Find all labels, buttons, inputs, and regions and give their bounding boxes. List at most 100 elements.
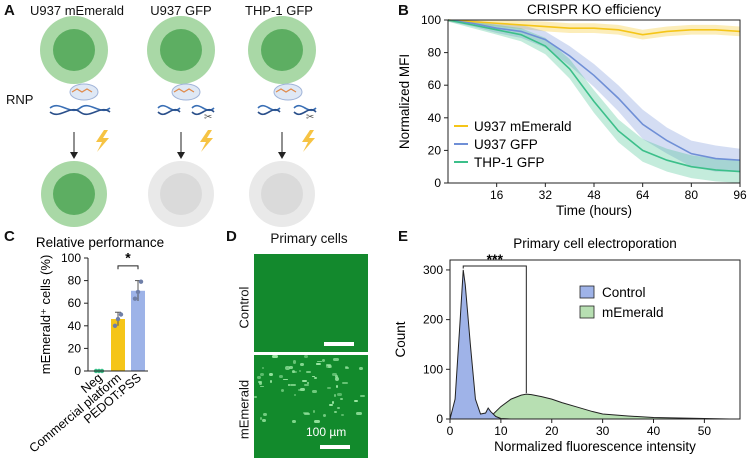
bar-1	[111, 319, 125, 371]
fluorescent-cell-speck	[269, 379, 272, 384]
x-tick-label: 10	[494, 424, 508, 438]
arrow-down-icon-2	[177, 132, 185, 159]
x-tick-label: 48	[587, 188, 601, 202]
fluorescent-cell-speck	[333, 393, 337, 398]
fluorescent-cell-speck	[342, 382, 349, 384]
y-tick-label: 0	[434, 176, 441, 190]
fluorescent-cell-speck	[289, 365, 293, 369]
primary-cell-electroporation-chart: Primary cell electroporation 0 10 20 30 40 50 0…	[393, 236, 741, 454]
panel-b-label: B	[398, 2, 409, 19]
data-point-2-1	[135, 289, 141, 295]
fluorescent-cell-speck	[284, 366, 290, 370]
row-label-control-wrap: Control	[232, 280, 256, 340]
series-line-0	[447, 19, 741, 36]
fluorescent-cell-speck	[283, 378, 289, 381]
density-area-1	[475, 393, 730, 420]
fluorescent-cell-speck	[331, 401, 335, 404]
fluorescent-cell-speck	[305, 370, 312, 374]
legend-label-0: U937 mEmerald	[474, 119, 572, 134]
x-tick-label: 50	[698, 424, 712, 438]
rnp-dna-icon-1	[49, 83, 111, 116]
fluorescent-cell-speck	[331, 373, 337, 376]
x-axis-label: Time (hours)	[556, 203, 632, 218]
fluorescent-cell-speck	[259, 416, 263, 421]
fluorescent-cell-speck	[312, 389, 317, 393]
x-tick-label-1: Commercial platform	[27, 371, 124, 456]
y-axis-label: Normalized MFI	[397, 54, 412, 149]
x-tick-label: 96	[733, 188, 747, 202]
density-area-0	[449, 269, 512, 420]
fluorescent-cell-speck	[303, 383, 309, 386]
x-tick-label: 40	[647, 424, 661, 438]
fluorescent-cell-speck	[327, 365, 331, 369]
cell-bottom-1	[41, 161, 107, 227]
fluorescent-cell-speck	[325, 363, 331, 366]
fluorescent-cell-speck	[257, 380, 262, 383]
crispr-ko-chart: CRISPR KO efficiency 16 32 48 64 80 96 0 20 40 60 8…	[397, 2, 747, 218]
fluorescent-cell-speck	[334, 411, 337, 413]
fluorescent-cell-speck	[289, 383, 296, 387]
fluorescent-cell-speck	[321, 359, 325, 362]
fluorescent-cell-speck	[302, 379, 307, 383]
cell-bottom-3	[249, 161, 315, 227]
y-tick-label: 20	[428, 143, 442, 157]
y-axis-label: Count	[393, 321, 408, 357]
significance-marker: ***	[487, 251, 504, 267]
fluorescent-cell-speck	[268, 372, 274, 376]
fluorescent-cell-speck	[335, 385, 338, 388]
fluorescent-cell-speck	[312, 375, 315, 378]
fluorescent-cell-speck	[287, 383, 290, 387]
fluorescent-cell-speck	[345, 366, 349, 369]
fluorescent-cell-speck	[353, 399, 358, 403]
arrow-down-icon-3	[278, 132, 286, 159]
chart-title: CRISPR KO efficiency	[527, 2, 661, 17]
x-tick-label: 20	[545, 424, 559, 438]
significance-bracket	[117, 265, 139, 270]
fluorescent-cell-speck	[313, 409, 316, 413]
y-tick-label: 100	[423, 362, 443, 376]
fluorescent-cell-speck	[316, 360, 323, 363]
x-tick-label: 0	[447, 424, 454, 438]
fluorescent-cell-speck	[315, 362, 320, 365]
fluorescent-cell-speck	[292, 419, 296, 423]
significance-bracket	[462, 265, 527, 394]
panel-e-label: E	[398, 228, 409, 245]
y-tick-label: 60	[428, 78, 442, 92]
fluorescent-cell-speck	[336, 406, 341, 410]
fluorescent-cell-speck	[300, 362, 305, 367]
fluorescent-cell-speck	[306, 382, 309, 384]
fluorescent-cell-speck	[335, 375, 339, 379]
y-tick-label: 20	[68, 341, 82, 355]
fluorescent-cell-speck	[299, 387, 306, 391]
data-point-1-0	[112, 323, 118, 328]
y-tick-label: 0	[436, 412, 443, 426]
series-line-2	[447, 19, 741, 173]
fluorescent-cell-speck	[313, 420, 320, 424]
panel-a-label: A	[4, 2, 15, 19]
legend-label-2: THP-1 GFP	[474, 155, 545, 170]
svg-text:✂: ✂	[204, 112, 212, 123]
scale-bar-control	[324, 342, 354, 346]
fluorescent-cell-speck	[291, 370, 296, 374]
row-label-control: Control	[236, 286, 252, 329]
fluorescent-cell-speck	[345, 366, 349, 368]
y-tick-label: 300	[423, 263, 443, 277]
fluorescent-cell-speck	[339, 398, 344, 401]
fluorescent-cell-speck	[261, 367, 264, 370]
y-tick-label: 80	[68, 274, 82, 288]
legend-label-1: mEmerald	[602, 305, 664, 320]
x-tick-label: 30	[596, 424, 610, 438]
microscopy-control-image	[254, 254, 368, 352]
fluorescent-cell-speck	[326, 387, 332, 390]
panel-c-label: C	[4, 228, 15, 245]
rnp-dna-icon-2: ✂	[157, 83, 215, 123]
chart-title: Primary cell electroporation	[513, 236, 677, 251]
fluorescent-cell-speck	[304, 412, 311, 416]
y-tick-label: 40	[428, 111, 442, 125]
fluorescent-cell-speck	[280, 389, 284, 393]
panel-a-illustration: ✂ ✂	[40, 16, 317, 227]
fluorescent-cell-speck	[341, 414, 344, 417]
y-tick-label: 80	[428, 46, 442, 60]
fluorescent-cell-speck	[256, 376, 261, 379]
legend-label-0: Control	[602, 285, 646, 300]
